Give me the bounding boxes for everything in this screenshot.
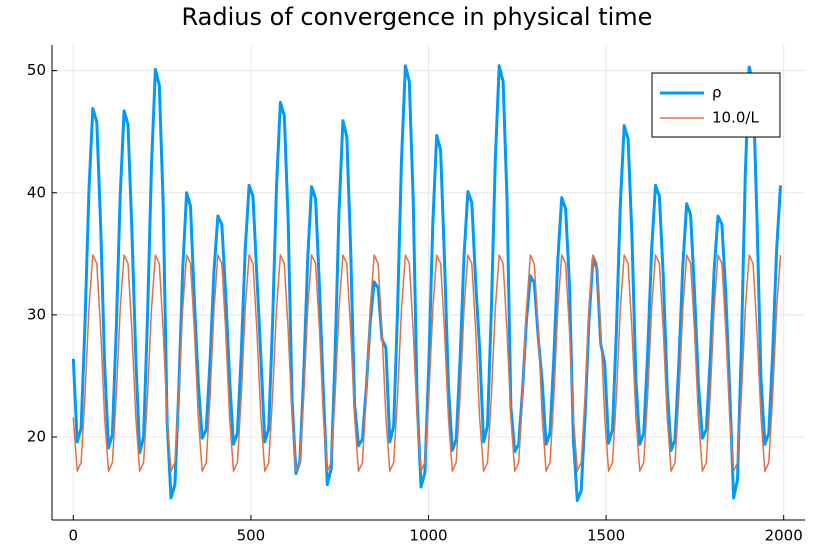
legend-label: ρ <box>712 84 722 102</box>
y-tick-label: 40 <box>27 183 46 201</box>
chart-title: Radius of convergence in physical time <box>182 3 653 31</box>
x-tick-label: 1000 <box>409 527 447 545</box>
legend-label: 10.0/L <box>712 109 759 127</box>
x-tick-label: 500 <box>237 527 266 545</box>
x-tick-label: 1500 <box>587 527 625 545</box>
legend-box <box>651 72 781 138</box>
y-tick-label: 20 <box>27 427 46 445</box>
y-tick-label: 50 <box>27 61 46 79</box>
x-tick-label: 0 <box>69 527 79 545</box>
series-line <box>72 254 782 472</box>
x-tick-label: 2000 <box>765 527 803 545</box>
y-tick-label: 30 <box>27 305 46 323</box>
